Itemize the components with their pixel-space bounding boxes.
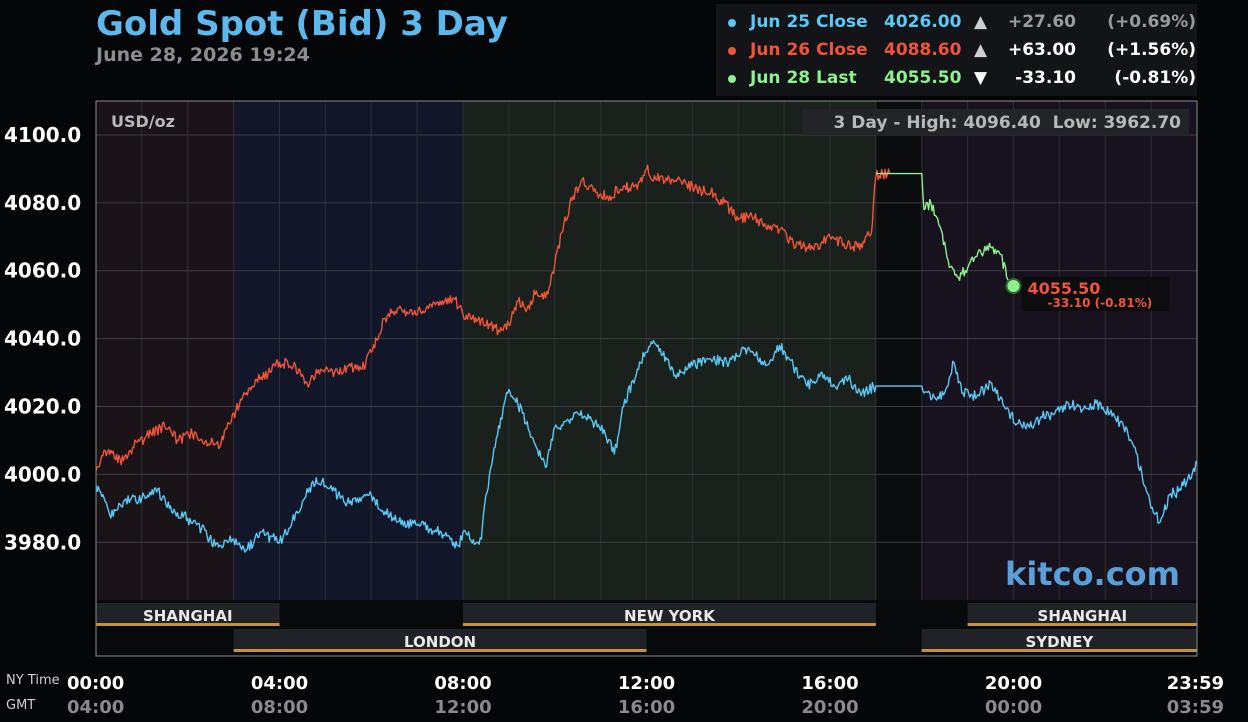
- x-tick-gmt-label: 04:00: [67, 697, 124, 718]
- session-label: SHANGHAI: [1038, 607, 1128, 625]
- legend-change: +63.00: [1007, 40, 1076, 60]
- session-underline: [233, 649, 647, 652]
- unit-label: USD/oz: [111, 112, 175, 131]
- price-lines: [95, 164, 1198, 553]
- legend-dot-icon: [728, 75, 736, 83]
- y-tick-label: 4100.0: [4, 123, 81, 147]
- x-tick-gmt-label: 03:59: [1167, 697, 1224, 718]
- legend-price: 4088.60: [884, 40, 962, 60]
- legend-row-jun28: Jun 28 Last 4055.50 ▼ -33.10 (-0.81%): [726, 66, 1196, 94]
- legend-change: +27.60: [1007, 12, 1076, 32]
- stats-box: [803, 109, 1189, 135]
- session-bar: [921, 629, 1197, 651]
- session-underline: [96, 623, 280, 626]
- legend-price: 4026.00: [884, 12, 962, 32]
- series-line-jun-26-close: [95, 164, 891, 472]
- y-tick-label: 4080.0: [4, 191, 81, 215]
- x-tick-ny-label: 20:00: [985, 673, 1042, 694]
- legend-percent: (+0.69%): [1107, 12, 1196, 32]
- down-arrow-icon: ▼: [974, 68, 988, 88]
- x-tick-ny-label: 00:00: [67, 673, 124, 694]
- legend-label: Jun 25 Close: [750, 12, 868, 32]
- legend-percent: (+1.56%): [1107, 40, 1196, 60]
- legend-label: Jun 28 Last: [750, 68, 857, 88]
- legend-row-jun25: Jun 25 Close 4026.00 ▲ +27.60 (+0.69%): [726, 10, 1196, 38]
- y-tick-label: 4040.0: [4, 327, 81, 351]
- x-tick-ny-label: 08:00: [434, 673, 491, 694]
- y-tick-label: 4000.0: [4, 462, 81, 486]
- legend-change: -33.10: [1015, 68, 1076, 88]
- session-bar: [463, 603, 876, 625]
- session-label: SYDNEY: [1025, 633, 1094, 651]
- session-band: [463, 101, 876, 600]
- session-underline: [921, 649, 1197, 652]
- gmt-label: GMT: [6, 698, 35, 713]
- session-bar: [967, 603, 1197, 625]
- last-price-dot: [1005, 278, 1022, 295]
- x-tick-ny-label: 04:00: [251, 673, 308, 694]
- session-label: LONDON: [404, 633, 476, 651]
- chart-title: Gold Spot (Bid) 3 Day: [96, 4, 508, 44]
- y-tick-label: 3980.0: [4, 530, 81, 554]
- up-arrow-icon: ▲: [974, 12, 988, 32]
- x-tick-ny-label: 16:00: [801, 673, 858, 694]
- y-axis-labels: 4100.0 4080.0 4060.0 4040.0 4020.0 4000.0 3980…: [4, 123, 81, 554]
- x-tick-ny-label: 12:00: [618, 673, 675, 694]
- session-label: SHANGHAI: [143, 607, 233, 625]
- x-axis-labels: 00:00 04:00 04:00 08:00 08:00 12:00 12:00 16:00…: [67, 673, 1224, 718]
- up-arrow-icon: ▲: [974, 40, 988, 60]
- ny-time-label: NY Time: [6, 673, 60, 688]
- x-tick-gmt-label: 08:00: [251, 697, 308, 718]
- chart-grid: [96, 101, 1197, 600]
- legend-row-jun26: Jun 26 Close 4088.60 ▲ +63.00 (+1.56%): [726, 38, 1196, 66]
- session-bars: SHANGHAI NEW YORK SHANGHAI LONDON SYDNEY: [96, 600, 1197, 656]
- legend-label: Jun 26 Close: [750, 40, 868, 60]
- kitco-watermark: kitco.com: [1005, 555, 1180, 593]
- session-bar: [233, 629, 647, 651]
- x-tick-gmt-label: 20:00: [801, 697, 858, 718]
- legend-percent: (-0.81%): [1114, 68, 1196, 88]
- session-label: NEW YORK: [624, 607, 716, 625]
- session-band: [875, 101, 922, 600]
- series-line-jun-25-close: [95, 339, 1198, 553]
- price-legend: Jun 25 Close 4026.00 ▲ +27.60 (+0.69%) J…: [716, 4, 1197, 96]
- last-price-value: 4055.50: [1028, 279, 1101, 298]
- x-tick-gmt-label: 00:00: [985, 697, 1042, 718]
- last-price-box: [1021, 277, 1170, 312]
- legend-dot-icon: [728, 19, 736, 27]
- x-tick-gmt-label: 12:00: [434, 697, 491, 718]
- series-line-jun-28-last: [875, 172, 1014, 287]
- session-bar: [96, 603, 280, 625]
- y-tick-label: 4060.0: [4, 259, 81, 283]
- legend-price: 4055.50: [884, 68, 962, 88]
- last-price-change: -33.10 (-0.81%): [1048, 296, 1153, 310]
- session-underline: [463, 623, 876, 626]
- session-band: [233, 101, 463, 600]
- x-tick-gmt-label: 16:00: [618, 697, 675, 718]
- chart-datetime: June 28, 2026 19:24: [96, 44, 310, 66]
- session-underline: [967, 623, 1197, 626]
- session-band: [96, 101, 234, 600]
- high-low-stats: 3 Day - High: 4096.40 Low: 3962.70: [834, 113, 1182, 133]
- last-price-marker: 4055.50-33.10 (-0.81%): [1005, 277, 1170, 312]
- y-tick-label: 4020.0: [4, 395, 81, 419]
- legend-dot-icon: [728, 47, 736, 55]
- x-tick-ny-label: 23:59: [1167, 673, 1224, 694]
- plot-frame: [95, 100, 1198, 657]
